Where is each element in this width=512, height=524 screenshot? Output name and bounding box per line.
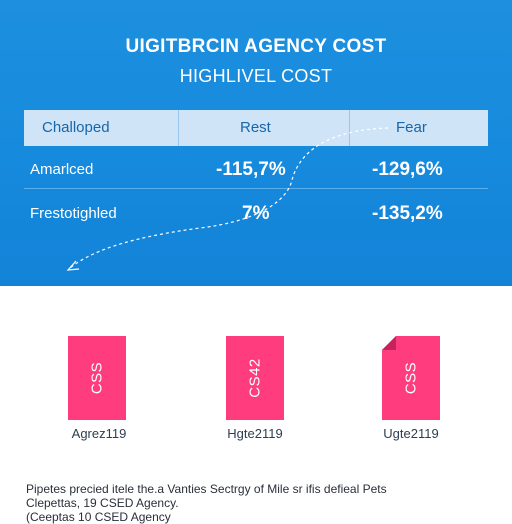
document-caption: Hgte2119 bbox=[227, 426, 283, 441]
column-divider bbox=[349, 110, 350, 146]
footer-text: Pipetes precied itele the.a Vanties Sect… bbox=[26, 482, 387, 496]
column-header-fear: Fear bbox=[396, 119, 427, 136]
css-document-icon: CSS bbox=[382, 336, 440, 420]
css-document-icon: CSS bbox=[68, 336, 126, 420]
column-divider bbox=[178, 110, 179, 146]
document-label: CSS bbox=[88, 361, 106, 395]
document-label: CSS bbox=[402, 361, 420, 395]
footer-text: (Ceeptas 10 CSED Agency bbox=[26, 510, 171, 524]
page-title: UIGITBRCIN AGENCY COST bbox=[125, 36, 387, 57]
page-subtitle: HIGHLIVEL COST bbox=[179, 66, 333, 86]
row-value: 7% bbox=[242, 203, 270, 224]
table-row: Amarlced -115,7% -129,6% bbox=[24, 148, 488, 192]
footer-text: Clepettas, 19 CSED Agency. bbox=[26, 496, 179, 510]
page-fold-shade bbox=[382, 336, 396, 350]
column-header-challoped: Challoped bbox=[42, 119, 110, 136]
document-label: CS42 bbox=[246, 358, 264, 398]
cost-panel: UIGITBRCIN AGENCY COST HIGHLIVEL COST Ch… bbox=[0, 0, 512, 286]
row-label: Amarlced bbox=[30, 161, 94, 178]
document-caption: Agrez119 bbox=[71, 426, 127, 441]
dashed-trend-arrow bbox=[0, 0, 512, 286]
row-value: -115,7% bbox=[216, 159, 286, 180]
column-header-rest: Rest bbox=[240, 119, 271, 136]
row-divider bbox=[24, 188, 488, 189]
css-document-icon: CS42 bbox=[226, 336, 284, 420]
row-label: Frestotighled bbox=[30, 205, 117, 222]
table-header-row: Challoped Rest Fear bbox=[24, 110, 488, 146]
document-caption: Ugte2119 bbox=[383, 426, 439, 441]
row-value: -135,2% bbox=[372, 203, 443, 224]
row-value: -129,6% bbox=[372, 159, 443, 180]
table-row: Frestotighled 7% -135,2% bbox=[24, 192, 488, 236]
